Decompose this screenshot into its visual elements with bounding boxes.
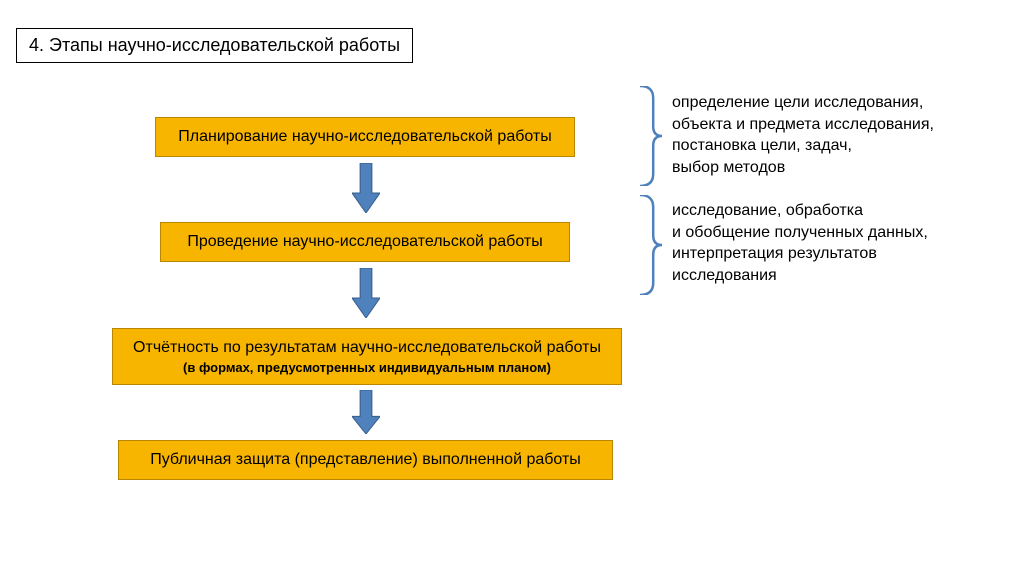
brace-2	[640, 195, 662, 295]
brace-1	[640, 86, 662, 186]
stage-label: Проведение научно-исследовательской рабо…	[175, 231, 555, 253]
stage-box-3: Отчётность по результатам научно-исследо…	[112, 328, 622, 385]
arrow-down-2	[352, 268, 380, 318]
stage-box-2: Проведение научно-исследовательской рабо…	[160, 222, 570, 262]
stage-sublabel: (в формах, предусмотренных индивидуальны…	[127, 359, 607, 377]
note-2: исследование, обработка и обобщение полу…	[672, 200, 928, 286]
diagram-title: 4. Этапы научно-исследовательской работы	[16, 28, 413, 63]
arrow-down-3	[352, 390, 380, 434]
stage-box-1: Планирование научно-исследовательской ра…	[155, 117, 575, 157]
stage-box-4: Публичная защита (представление) выполне…	[118, 440, 613, 480]
stage-label: Отчётность по результатам научно-исследо…	[127, 337, 607, 359]
arrow-down-1	[352, 163, 380, 213]
stage-label: Публичная защита (представление) выполне…	[133, 449, 598, 471]
stage-label: Планирование научно-исследовательской ра…	[170, 126, 560, 148]
note-1: определение цели исследования, объекта и…	[672, 92, 934, 178]
